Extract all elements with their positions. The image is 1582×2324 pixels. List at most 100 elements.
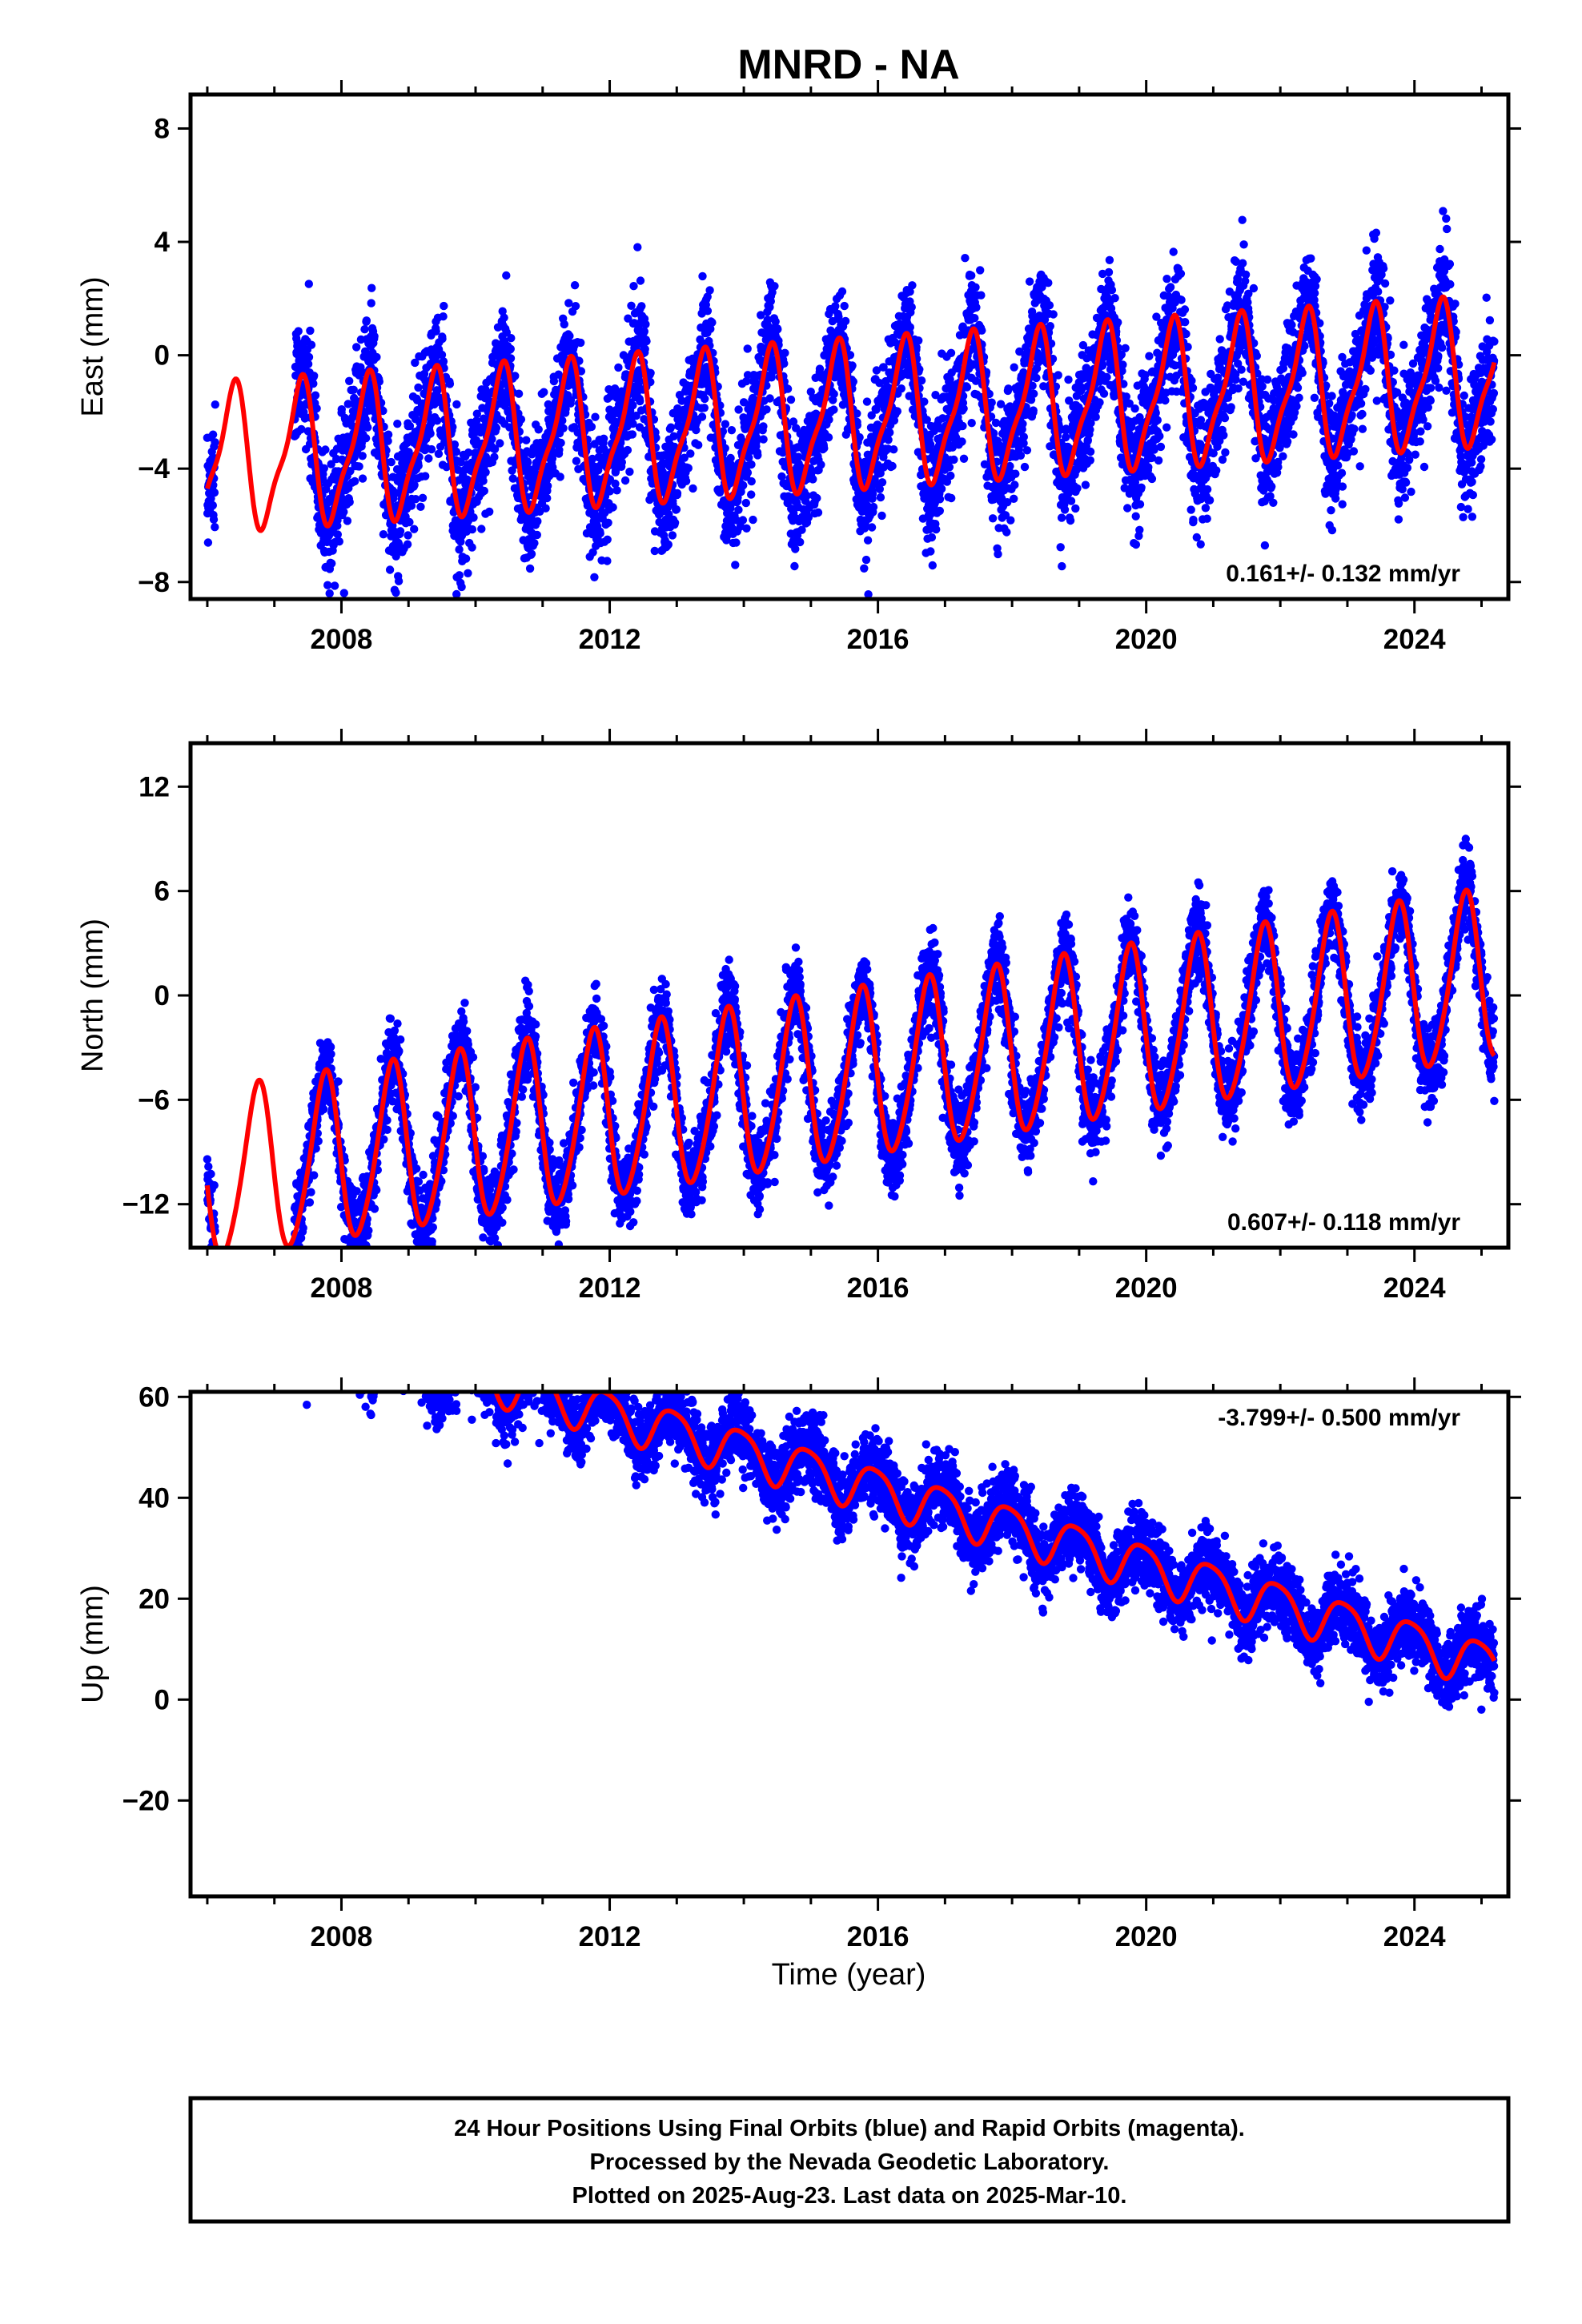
east-data-point xyxy=(1066,497,1076,505)
east-data-point xyxy=(367,283,376,292)
east-data-point xyxy=(541,504,550,513)
east-data-point xyxy=(492,424,501,432)
east-data-point xyxy=(1010,480,1019,489)
east-data-point xyxy=(612,486,621,495)
east-data-point xyxy=(1071,504,1080,513)
east-data-point xyxy=(418,493,428,502)
east-data-point xyxy=(323,581,332,589)
east-data-point xyxy=(427,444,436,454)
east-data-point xyxy=(727,426,737,435)
east-data-point xyxy=(558,416,567,425)
east-data-point xyxy=(383,436,392,445)
east-data-point xyxy=(624,314,632,323)
east-data-point xyxy=(452,400,461,409)
east-data-point xyxy=(868,489,877,498)
east-data-point xyxy=(452,589,461,599)
east-data-point xyxy=(456,458,465,467)
east-data-point xyxy=(1186,505,1195,514)
east-data-point xyxy=(817,460,825,469)
east-data-point xyxy=(350,476,359,486)
east-data-point xyxy=(490,444,500,453)
east-data-point xyxy=(506,344,515,353)
east-data-point xyxy=(405,517,414,527)
east-data-point xyxy=(339,589,348,597)
east-data-point xyxy=(813,508,823,517)
east-data-point xyxy=(549,376,559,386)
east-data-point xyxy=(508,474,517,483)
east-data-point xyxy=(304,279,313,288)
east-data-point xyxy=(794,452,803,461)
east-data-point xyxy=(472,416,481,425)
east-data-point xyxy=(464,448,473,457)
east-data-point xyxy=(976,266,985,275)
east-data-point xyxy=(706,324,715,333)
east-data-point xyxy=(367,299,375,308)
east-data-point xyxy=(884,436,893,444)
east-data-point xyxy=(372,352,381,362)
east-data-point xyxy=(739,480,748,490)
east-data-point xyxy=(959,454,969,463)
east-data-point xyxy=(345,376,354,385)
east-data-point xyxy=(757,311,765,320)
east-data-point xyxy=(481,468,490,476)
east-data-point xyxy=(829,405,838,414)
east-data-point xyxy=(841,316,850,326)
east-data-point xyxy=(383,430,393,439)
east-data-point xyxy=(681,476,691,485)
east-data-point xyxy=(743,344,752,353)
east-data-point xyxy=(434,449,444,458)
east-data-point xyxy=(393,420,402,428)
east-data-point xyxy=(1145,352,1154,360)
east-data-point xyxy=(1154,456,1163,465)
east-data-point xyxy=(472,409,481,418)
east-data-point xyxy=(914,336,923,345)
east-data-point xyxy=(525,564,535,573)
east-data-point xyxy=(203,538,213,547)
east-data-point xyxy=(804,513,813,522)
east-data-point xyxy=(1064,375,1073,384)
east-data-point xyxy=(680,453,689,462)
east-data-point xyxy=(1181,318,1190,327)
east-data-point xyxy=(543,493,552,503)
east-data-point xyxy=(304,352,314,362)
east-data-point xyxy=(734,405,743,414)
east-data-point xyxy=(673,489,682,498)
east-data-point xyxy=(1176,269,1186,278)
east-data-point xyxy=(396,527,405,536)
east-data-point xyxy=(867,523,877,532)
east-data-point xyxy=(387,457,396,467)
east-data-point xyxy=(516,415,526,424)
east-data-point xyxy=(796,537,805,547)
east-data-point xyxy=(1002,528,1011,537)
east-data-point xyxy=(564,299,573,308)
east-data-point xyxy=(829,389,838,399)
east-data-point xyxy=(876,493,885,502)
east-data-point xyxy=(394,577,404,585)
east-data-point xyxy=(752,433,761,442)
east-data-point xyxy=(907,303,916,312)
east-data-point xyxy=(1086,456,1095,464)
east-data-point xyxy=(440,301,448,311)
east-data-point xyxy=(743,371,753,380)
east-data-point xyxy=(777,472,786,481)
east-data-point xyxy=(1110,294,1119,303)
east-data-point xyxy=(646,368,655,377)
east-data-point xyxy=(391,552,400,561)
east-data-point xyxy=(468,543,476,552)
east-data-point xyxy=(650,546,659,556)
east-data-point xyxy=(790,561,799,571)
east-data-point xyxy=(1030,389,1038,398)
east-data-point xyxy=(327,460,335,468)
east-data-point xyxy=(527,549,536,558)
east-data-point xyxy=(310,372,319,380)
east-data-point xyxy=(362,316,371,325)
east-data-point xyxy=(1046,322,1055,331)
east-data-point xyxy=(789,417,798,426)
east-data-point xyxy=(640,327,648,336)
east-data-point xyxy=(1006,516,1015,525)
east-data-point xyxy=(862,397,872,406)
east-data-point xyxy=(708,318,717,327)
east-data-point xyxy=(533,517,542,526)
east-data-point xyxy=(945,463,954,472)
east-data-point xyxy=(672,505,681,514)
